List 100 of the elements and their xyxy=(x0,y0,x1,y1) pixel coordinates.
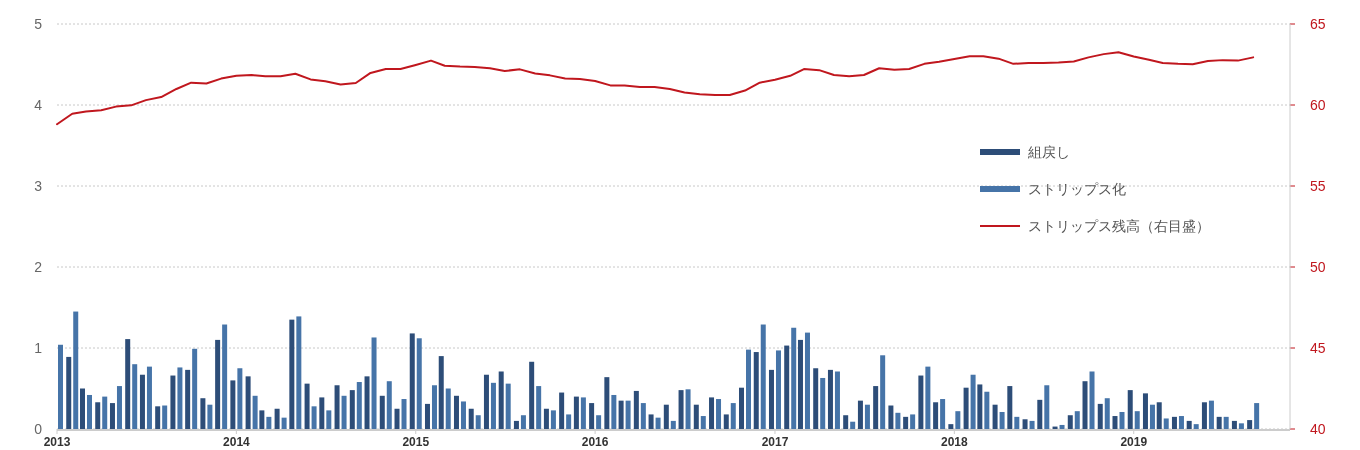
bar xyxy=(259,410,265,429)
bar xyxy=(663,404,669,429)
bar xyxy=(640,403,646,429)
bar xyxy=(1171,416,1177,429)
bar xyxy=(1097,403,1103,429)
bar xyxy=(334,385,340,429)
bar xyxy=(1059,424,1065,429)
bar xyxy=(827,369,833,429)
y-tick-label: 4 xyxy=(34,97,43,113)
bar xyxy=(386,381,392,429)
bar xyxy=(281,417,287,429)
bar xyxy=(274,408,280,429)
bar xyxy=(843,415,849,429)
bar xyxy=(304,383,310,429)
bar xyxy=(648,414,654,429)
bar xyxy=(1014,416,1020,429)
bar xyxy=(1007,386,1013,429)
bar xyxy=(252,395,258,429)
bar xyxy=(895,412,901,429)
bar xyxy=(700,416,706,429)
bar xyxy=(66,356,72,429)
x-tick-label: 2013 xyxy=(43,435,71,449)
bar xyxy=(1163,418,1169,429)
bar xyxy=(918,375,924,429)
bar xyxy=(709,397,715,429)
y2-tick-label: 55 xyxy=(1310,178,1326,194)
bar xyxy=(963,387,969,429)
bar xyxy=(177,367,183,429)
bar xyxy=(1082,381,1088,429)
bar xyxy=(1238,423,1244,429)
bar xyxy=(820,377,826,429)
bar xyxy=(132,364,138,429)
bar xyxy=(73,311,79,429)
bar xyxy=(79,388,85,429)
bar xyxy=(760,324,766,429)
legend-label: 組戻し xyxy=(1027,144,1070,160)
bar xyxy=(192,348,198,429)
bar xyxy=(543,408,549,429)
bar xyxy=(460,401,466,429)
bar xyxy=(775,350,781,429)
bar xyxy=(903,416,909,429)
y-tick-label: 1 xyxy=(34,340,43,356)
bar xyxy=(162,405,168,429)
bar xyxy=(109,403,115,429)
y-tick-label: 0 xyxy=(34,421,43,437)
x-tick-label: 2018 xyxy=(941,435,969,449)
line-series xyxy=(56,51,1255,126)
bar xyxy=(804,332,810,429)
bar xyxy=(237,368,243,429)
bar xyxy=(513,420,519,429)
bar xyxy=(1231,420,1237,429)
y-tick-label: 2 xyxy=(34,259,43,275)
bar xyxy=(245,376,251,429)
bar xyxy=(1127,390,1133,429)
bar xyxy=(693,404,699,429)
bar xyxy=(573,396,579,429)
bar xyxy=(625,400,631,429)
bar xyxy=(505,383,511,429)
bar xyxy=(1223,416,1229,429)
bar xyxy=(739,387,744,429)
bar xyxy=(716,399,722,429)
bar xyxy=(1029,420,1035,429)
bar xyxy=(999,411,1005,429)
bar xyxy=(864,404,870,429)
bar xyxy=(483,374,489,429)
bar xyxy=(1037,399,1043,429)
bar xyxy=(364,376,370,429)
bar xyxy=(1044,385,1050,429)
bar xyxy=(813,368,819,429)
bar xyxy=(730,403,736,429)
bar xyxy=(633,390,639,429)
bar xyxy=(685,389,691,429)
bar xyxy=(296,316,302,429)
bar xyxy=(116,386,122,429)
bar xyxy=(1247,420,1253,429)
bar xyxy=(948,424,954,429)
bar xyxy=(670,420,676,429)
bar xyxy=(1193,424,1199,429)
bar xyxy=(992,404,998,429)
bar xyxy=(1089,371,1095,429)
bar xyxy=(468,408,474,429)
bar xyxy=(379,395,385,429)
legend-label: ストリップス化 xyxy=(1028,181,1126,197)
bar xyxy=(1142,393,1148,429)
bar xyxy=(550,410,556,429)
bar xyxy=(289,319,295,429)
bar xyxy=(1216,416,1222,429)
bar xyxy=(1178,416,1184,429)
bar xyxy=(185,369,191,429)
bar xyxy=(416,338,422,429)
bar xyxy=(925,366,931,429)
bar xyxy=(207,404,213,429)
bar xyxy=(453,395,459,429)
bar xyxy=(678,390,684,429)
bar xyxy=(102,396,108,429)
bar xyxy=(155,406,161,429)
bar xyxy=(1149,404,1155,429)
x-tick-label: 2016 xyxy=(581,435,609,449)
x-tick-label: 2014 xyxy=(223,435,251,449)
bar xyxy=(589,403,595,429)
